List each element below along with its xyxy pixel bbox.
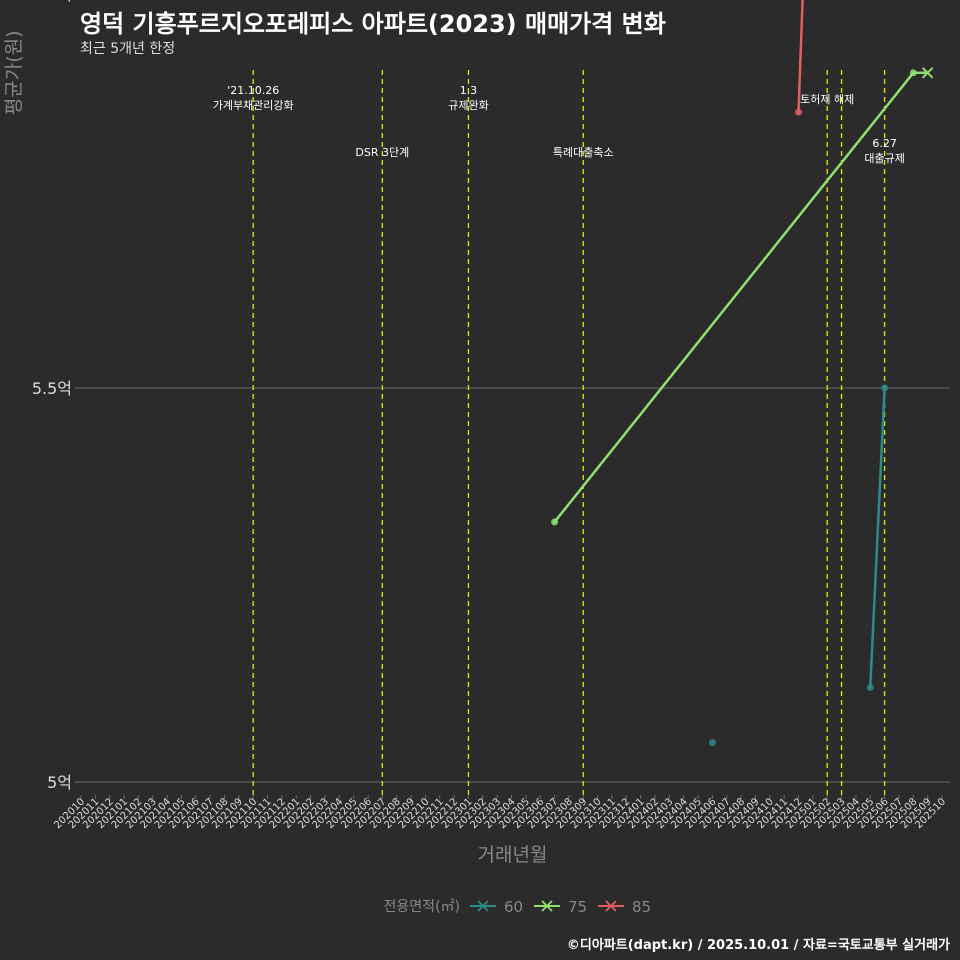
series-60 [708, 384, 889, 747]
legend-item-60: 60 [470, 898, 523, 916]
chart-title: 영덕 기흥푸르지오포레피스 아파트(2023) 매매가격 변화 [80, 10, 666, 38]
legend-item-75: 75 [534, 898, 587, 916]
series-85 [795, 0, 804, 116]
data-point [551, 518, 559, 526]
marker-stroke [921, 67, 934, 79]
last-price-marker [921, 67, 934, 79]
legend-label: 75 [568, 898, 587, 916]
x-axis-title: 거래년월 [478, 844, 548, 866]
series-line [869, 386, 886, 689]
y-tick-label: 5.5억 [32, 379, 72, 398]
event-label: '21.10.26 [227, 84, 279, 97]
event-label: 규제완화 [448, 99, 488, 112]
event-label: 특례대출축소 [553, 146, 614, 159]
data-point [708, 739, 716, 747]
legend-swatch-x [541, 900, 553, 912]
event-label: 가계부채관리강화 [213, 99, 294, 112]
legend-item-85: 85 [598, 898, 651, 916]
series-75 [551, 67, 934, 526]
chart-subtitle: 최근 5개년 한정 [80, 41, 176, 57]
data-point [881, 384, 889, 392]
data-point [795, 108, 802, 116]
legend-swatch-x [605, 900, 617, 912]
legend-label: 60 [504, 898, 523, 916]
event-label: 대출규제 [864, 152, 904, 165]
y-tick-label: 5억 [47, 773, 72, 792]
legend-swatch-x [477, 900, 489, 912]
series-line [797, 0, 804, 114]
event-label: 6.27 [872, 137, 897, 150]
series-line [553, 71, 915, 524]
source-caption: ©디아파트(dapt.kr) / 2025.10.01 / 자료=국토교통부 실… [566, 938, 950, 953]
legend-label: 85 [632, 898, 651, 916]
legend-title: 전용면적(㎡) [384, 899, 460, 915]
y-axis-title: 평균가(원) [3, 30, 25, 115]
data-point [866, 683, 874, 691]
event-label: DSR 3단계 [355, 146, 409, 159]
event-label: 1.3 [460, 84, 478, 97]
data-point [909, 69, 917, 77]
event-label: 토허제 해제 [800, 92, 854, 106]
y-tick-label: 6억 [47, 0, 72, 4]
